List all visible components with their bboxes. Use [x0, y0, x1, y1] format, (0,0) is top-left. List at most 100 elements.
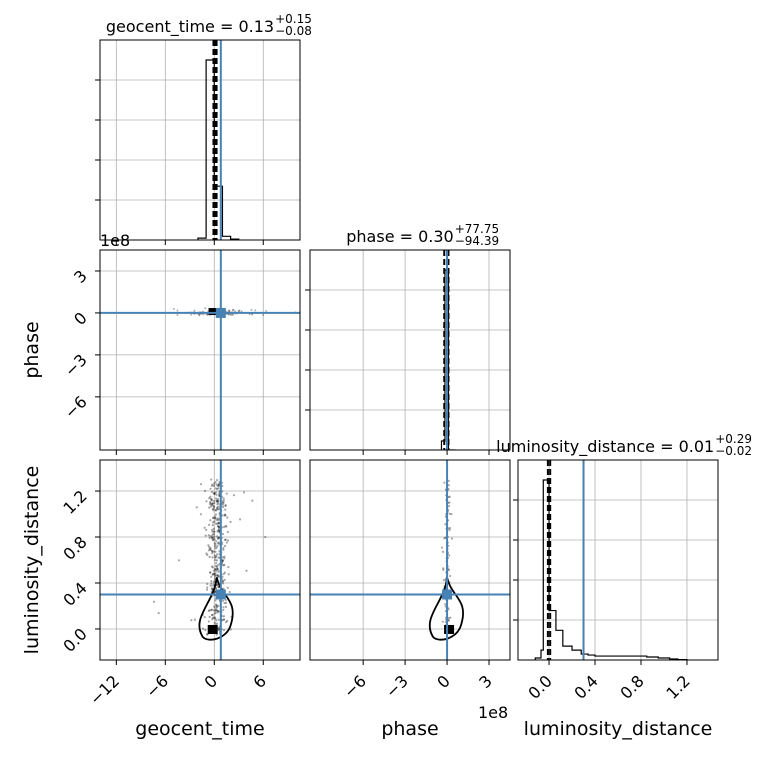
sample-point — [212, 499, 215, 503]
sample-point — [209, 571, 212, 574]
sample-point — [213, 491, 216, 494]
sample-point — [440, 546, 444, 549]
density-peak — [207, 624, 218, 634]
sample-point — [442, 579, 445, 582]
sample-point — [213, 535, 216, 538]
sample-point — [209, 548, 212, 551]
y-tick-label: 1.2 — [59, 486, 90, 517]
sample-point — [216, 611, 219, 614]
sample-point — [193, 309, 196, 312]
y-tick-label: 0 — [70, 308, 91, 329]
sample-point — [222, 505, 225, 509]
sample-point — [172, 307, 175, 310]
sample-point — [227, 573, 230, 576]
sample-point — [214, 617, 217, 620]
sample-point — [215, 546, 218, 549]
sample-point — [208, 506, 211, 509]
sample-point — [214, 497, 218, 500]
title-lower-error: −94.39 — [455, 234, 499, 248]
sample-point — [217, 487, 220, 490]
offset-text-phase-y: 1e8 — [100, 231, 130, 250]
sample-point — [221, 599, 225, 602]
sample-point — [176, 314, 179, 317]
sample-point — [205, 633, 209, 636]
y-tick-label: 0.8 — [59, 532, 90, 563]
sample-point — [216, 488, 219, 491]
sample-point — [224, 513, 227, 516]
sample-point — [214, 574, 217, 578]
sample-point — [208, 615, 211, 619]
sample-point — [223, 601, 226, 605]
sample-point — [206, 582, 209, 586]
x-tick-label: 6 — [249, 671, 270, 692]
sample-point — [218, 522, 221, 525]
sample-point — [224, 504, 227, 507]
sample-point — [449, 616, 452, 619]
sample-point — [222, 615, 226, 618]
sample-point — [228, 309, 231, 312]
sample-point — [245, 569, 248, 572]
sample-point — [207, 609, 210, 613]
panel-frame — [309, 459, 511, 661]
sample-point — [217, 484, 220, 487]
sample-point — [221, 582, 225, 585]
sample-point — [447, 479, 450, 482]
sample-point — [447, 505, 451, 508]
sample-point — [214, 513, 218, 516]
sample-point — [216, 506, 219, 509]
sample-point — [213, 492, 216, 496]
sample-point — [205, 500, 208, 503]
sample-point — [444, 523, 447, 526]
sample-point — [226, 539, 230, 542]
sample-point — [216, 518, 220, 522]
sample-point — [210, 565, 214, 568]
x-tick-label: 0 — [433, 671, 454, 692]
sample-point — [226, 516, 229, 519]
sample-point — [214, 607, 217, 610]
sample-point — [216, 478, 219, 482]
sample-point — [208, 497, 211, 500]
sample-point — [217, 574, 220, 577]
sample-point — [441, 550, 445, 553]
sample-point — [213, 505, 216, 508]
sample-point — [215, 554, 218, 558]
sample-point — [215, 483, 218, 486]
sample-point — [209, 495, 212, 498]
sample-point — [212, 538, 215, 541]
truth-marker — [215, 307, 226, 318]
sample-point — [218, 627, 221, 630]
panel-title-phase: phase = 0.30 — [346, 227, 453, 246]
sample-point — [207, 549, 211, 552]
sample-point — [230, 314, 233, 317]
sample-point — [203, 489, 207, 492]
sample-point — [213, 554, 216, 557]
sample-point — [205, 528, 208, 531]
sample-point — [214, 609, 217, 612]
title-lower-error: −0.02 — [715, 444, 752, 458]
truth-marker — [442, 589, 453, 600]
sample-point — [213, 590, 217, 593]
sample-point — [221, 579, 225, 583]
sample-point — [207, 620, 210, 623]
sample-point — [214, 522, 218, 525]
sample-point — [223, 571, 227, 574]
sample-point — [215, 568, 218, 571]
sample-point — [177, 559, 181, 562]
sample-point — [213, 616, 217, 619]
sample-point — [448, 554, 451, 557]
sample-point — [213, 572, 216, 575]
x-axis-label-phase: phase — [381, 718, 438, 740]
sample-point — [209, 535, 212, 538]
sample-point — [215, 584, 218, 587]
sample-point — [216, 521, 220, 524]
sample-point — [215, 493, 218, 496]
panel-frame — [99, 39, 301, 241]
panel-title-luminosity_distance: luminosity_distance = 0.01 — [496, 437, 714, 457]
sample-point — [205, 552, 208, 555]
sample-point — [217, 526, 220, 529]
sample-point — [214, 603, 217, 606]
sample-point — [232, 494, 236, 497]
sample-point — [242, 491, 246, 494]
sample-point — [201, 627, 205, 630]
